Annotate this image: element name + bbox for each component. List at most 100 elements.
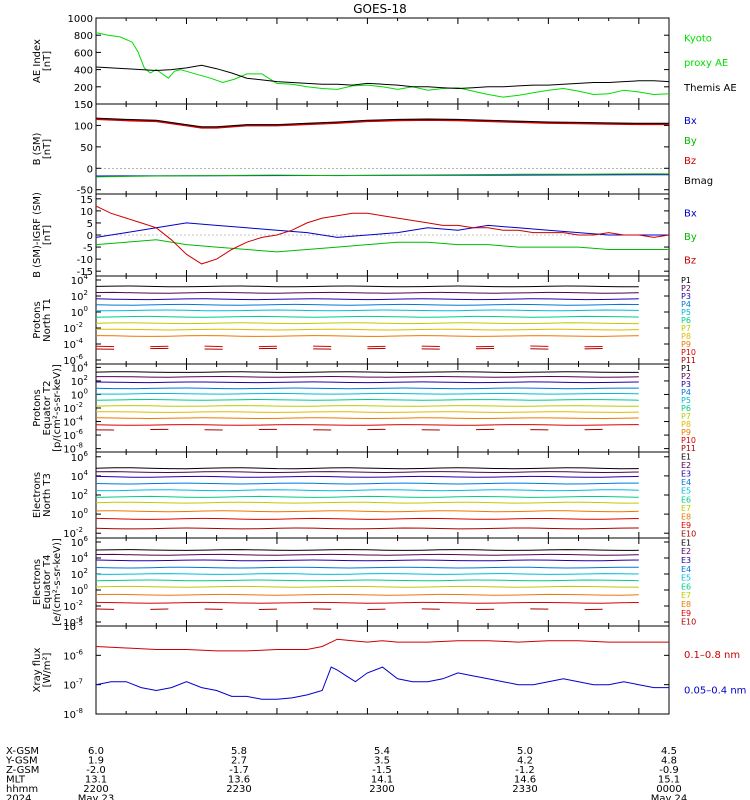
- series-line-e8: [95, 593, 639, 596]
- y-tick-exponent: -5: [76, 619, 83, 627]
- legend-entry: E6: [681, 582, 691, 591]
- y-tick-label: 10-2: [63, 321, 83, 335]
- y-tick-label: 104: [71, 551, 89, 565]
- legend-entry: proxy AE: [684, 58, 728, 69]
- series-line-themis-ae: [95, 64, 670, 90]
- y-tick-label: 1000: [68, 14, 93, 25]
- y-tick-label: 5: [87, 219, 93, 230]
- series-line-p1: [95, 371, 639, 374]
- legend-entry: P6: [681, 404, 691, 413]
- y-tick-exponent: -8: [76, 442, 83, 450]
- x-cell: May 24: [651, 794, 688, 800]
- y-tick-label: 10-2: [63, 599, 83, 613]
- y-tick-label: 10-4: [63, 337, 83, 351]
- y-tick-label: 100: [71, 387, 88, 401]
- legend-entry: E7: [681, 504, 691, 513]
- y-tick-exponent: 2: [84, 488, 88, 496]
- y-tick-exponent: -4: [76, 615, 84, 623]
- series-line-e10: [95, 527, 639, 530]
- y-tick-label: -5: [83, 243, 93, 254]
- y-tick-label: 0: [87, 164, 93, 175]
- series-line-bz: [95, 118, 669, 129]
- legend-entry: E5: [681, 487, 691, 496]
- series-line-p4: [95, 387, 639, 390]
- y-tick-label: 106: [71, 450, 89, 464]
- y-tick-label: 104: [71, 360, 89, 374]
- legend-entry: P5: [681, 308, 691, 317]
- legend-entry: E1: [681, 538, 691, 547]
- plot-title: GOES-18: [353, 2, 407, 16]
- legend-entry: P10: [681, 348, 696, 357]
- y-tick-label: 100: [74, 121, 93, 132]
- series-line-e9: [95, 601, 639, 604]
- series-line-p5: [95, 392, 639, 395]
- y-tick-label: 50: [80, 143, 93, 154]
- y-tick-label: 0: [87, 100, 93, 111]
- panel-frame: [95, 537, 670, 627]
- legend-entry: P7: [681, 412, 691, 421]
- legend-entry: E7: [681, 591, 691, 600]
- y-tick-exponent: 2: [84, 289, 88, 297]
- y-tick-exponent: 0: [84, 507, 88, 515]
- legend-entry: P6: [681, 316, 691, 325]
- y-tick-label: 102: [71, 488, 88, 502]
- x-row-label: MLT: [6, 775, 26, 786]
- series-line-e7: [95, 501, 639, 504]
- legend-entry: E10: [681, 618, 696, 627]
- legend-entry: E4: [681, 565, 691, 574]
- series-line-0-1-0-8-nm: [95, 638, 669, 652]
- legend-entry: P3: [681, 292, 691, 301]
- series-line-e1: [95, 549, 639, 551]
- legend-entry: Bmag: [684, 176, 713, 187]
- legend-entry: E10: [681, 530, 696, 539]
- series-line-p9: [95, 335, 639, 337]
- y-tick-label: 104: [71, 469, 89, 483]
- series-line-by: [95, 173, 669, 178]
- y-tick-label: 106: [71, 535, 89, 549]
- series-line-e5: [95, 489, 639, 492]
- series-line-p8: [95, 328, 639, 331]
- y-tick-label: 15: [80, 195, 93, 206]
- y-tick-label: 102: [71, 567, 88, 581]
- x-cell: 15.1: [658, 775, 680, 786]
- x-cell: 4.2: [517, 756, 533, 767]
- y-tick-exponent: 0: [84, 387, 88, 395]
- series-line-kyoto-proxy-ae: [95, 32, 670, 98]
- y-tick-label: 100: [71, 507, 88, 521]
- y-axis-label: B (SM)-IGRF (SM): [32, 192, 43, 278]
- x-cell: -1.7: [229, 765, 249, 776]
- y-axis-label: Protons: [32, 389, 43, 426]
- legend-entry: P2: [681, 372, 691, 381]
- y-tick-exponent: -2: [76, 599, 83, 607]
- x-cell: 4.5: [661, 746, 677, 757]
- series-line-e3: [95, 559, 639, 562]
- legend-entry: Bx: [684, 209, 697, 220]
- series-line-e3: [95, 475, 639, 478]
- y-tick-exponent: -2: [76, 526, 83, 534]
- y-tick-label: 10-2: [63, 401, 83, 415]
- y-tick-label: 10-8: [63, 707, 83, 721]
- y-tick-exponent: 4: [84, 360, 89, 368]
- y-axis-label: Electrons: [32, 472, 43, 518]
- legend-entry: E4: [681, 478, 691, 487]
- legend-entry: Kyoto: [684, 34, 712, 45]
- y-axis-label: Electrons: [32, 559, 43, 605]
- y-tick-label: 200: [74, 83, 93, 94]
- y-tick-label: 150: [74, 100, 93, 111]
- legend-entry: P4: [681, 388, 691, 397]
- legend-entry: By: [684, 136, 697, 147]
- legend-entry: By: [684, 232, 697, 243]
- y-tick-label: -10: [77, 255, 93, 266]
- x-cell: 5.4: [374, 746, 390, 757]
- series-line-e6: [95, 579, 639, 582]
- y-axis-label: B (SM): [32, 132, 43, 165]
- series-line-p8: [95, 411, 639, 413]
- x-cell: 2300: [369, 784, 394, 795]
- x-row-label: 2024: [6, 794, 31, 800]
- series-line-bz: [95, 205, 670, 265]
- y-tick-exponent: -6: [76, 353, 84, 361]
- series-line-p5: [95, 309, 639, 312]
